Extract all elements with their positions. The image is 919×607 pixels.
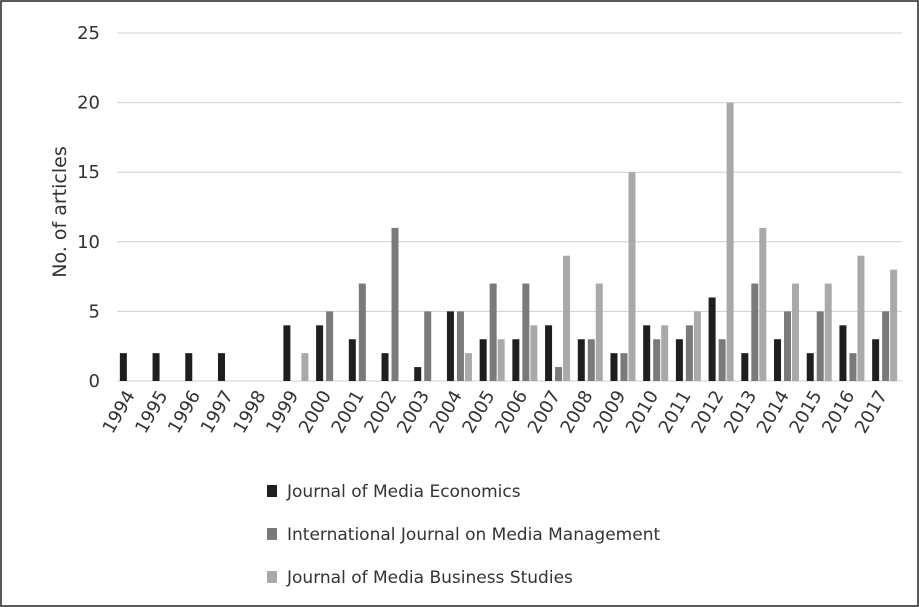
bar-2005-series-2: [489, 283, 497, 381]
bar-1994-series-1: [119, 353, 127, 381]
bar-2010-series-3: [661, 325, 669, 381]
bar-2006-series-2: [522, 283, 530, 381]
bar-2000-series-2: [326, 311, 334, 381]
legend-label: International Journal on Media Managemen…: [287, 525, 660, 545]
bar-2016-series-2: [849, 353, 857, 381]
bar-2006-series-1: [512, 339, 520, 381]
bar-2012-series-3: [726, 102, 734, 381]
bar-2015-series-2: [816, 311, 824, 381]
bar-2008-series-1: [577, 339, 585, 381]
bar-2016-series-1: [839, 325, 847, 381]
bar-1999-series-3: [301, 353, 309, 381]
bar-2011-series-2: [685, 325, 693, 381]
bar-2005-series-1: [479, 339, 487, 381]
bar-2014-series-2: [784, 311, 792, 381]
bar-2008-series-2: [587, 339, 595, 381]
bar-2017-series-1: [872, 339, 880, 381]
legend-swatch: [267, 528, 277, 540]
legend: Journal of Media Economics International …: [267, 482, 660, 588]
legend-label: Journal of Media Economics: [286, 482, 521, 502]
y-tick-labels: 0 5 10 15 20 25: [77, 23, 100, 392]
bars: [119, 102, 898, 381]
bar-2010-series-1: [643, 325, 651, 381]
bar-1997-series-1: [217, 353, 225, 381]
legend-swatch: [267, 571, 277, 583]
bar-2001-series-1: [348, 339, 356, 381]
bar-2004-series-2: [456, 311, 464, 381]
bar-2015-series-3: [824, 283, 832, 381]
bar-2007-series-2: [555, 367, 563, 381]
bar-2015-series-1: [806, 353, 814, 381]
bar-2003-series-1: [414, 367, 422, 381]
bar-2009-series-1: [610, 353, 618, 381]
gridlines: [117, 32, 902, 382]
bar-2000-series-1: [316, 325, 324, 381]
bar-2014-series-1: [774, 339, 782, 381]
bar-2009-series-3: [628, 172, 636, 381]
bar-2007-series-3: [563, 255, 571, 381]
y-tick-label: 15: [77, 162, 100, 183]
y-tick-label: 25: [77, 23, 100, 44]
bar-2002-series-2: [391, 227, 399, 381]
y-tick-label: 10: [77, 232, 100, 253]
bar-2017-series-3: [890, 269, 898, 381]
bar-2013-series-1: [741, 353, 749, 381]
bar-2003-series-2: [424, 311, 432, 381]
y-tick-label: 5: [89, 301, 100, 322]
bar-2008-series-3: [595, 283, 603, 381]
bar-2016-series-3: [857, 255, 865, 381]
bar-2013-series-2: [751, 283, 759, 381]
bar-2010-series-2: [653, 339, 661, 381]
bar-2009-series-2: [620, 353, 628, 381]
bar-2007-series-1: [545, 325, 553, 381]
legend-label: Journal of Media Business Studies: [286, 568, 573, 588]
bar-2014-series-3: [792, 283, 800, 381]
bar-2004-series-1: [446, 311, 454, 381]
bar-2012-series-2: [718, 339, 726, 381]
y-tick-label: 20: [77, 93, 100, 114]
bar-2002-series-1: [381, 353, 389, 381]
bar-2005-series-3: [497, 339, 505, 381]
legend-swatch: [267, 485, 277, 497]
bar-2017-series-2: [882, 311, 890, 381]
bar-2011-series-1: [675, 339, 683, 381]
bar-1996-series-1: [185, 353, 193, 381]
y-axis-title: No. of articles: [49, 146, 71, 277]
bar-2013-series-3: [759, 227, 767, 381]
bar-2012-series-1: [708, 297, 716, 381]
bar-1995-series-1: [152, 353, 160, 381]
bar-2011-series-3: [693, 311, 701, 381]
y-tick-label: 0: [89, 371, 100, 392]
bar-1999-series-1: [283, 325, 291, 381]
bar-2001-series-2: [358, 283, 366, 381]
bar-2006-series-3: [530, 325, 538, 381]
bar-2004-series-3: [464, 353, 472, 381]
